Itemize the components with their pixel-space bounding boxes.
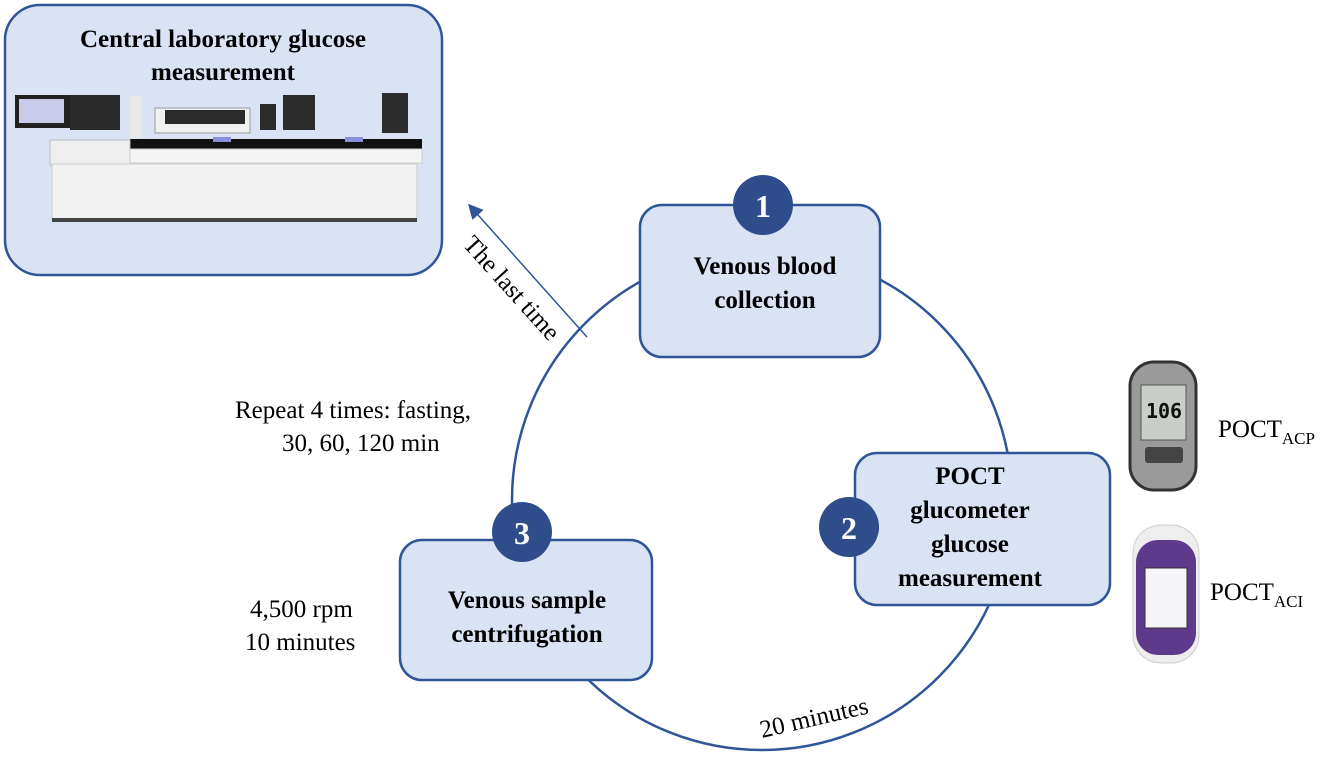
step-2-box: POCT glucometer glucose measurement [853, 451, 1112, 607]
step-3-line2: centrifugation [451, 621, 602, 648]
wait-label: 20 minutes [757, 693, 871, 744]
centrifuge-speed-label: 4,500 rpm [250, 596, 353, 623]
poct-acp-label: POCTACP [1218, 416, 1315, 448]
lab-analyzer-image [15, 93, 423, 222]
step-2-number: 2 [841, 510, 857, 546]
last-time-arrow [468, 203, 588, 338]
step-1-badge: 1 [733, 175, 793, 235]
central-lab-title-1: Central laboratory glucose [80, 26, 366, 53]
step-1-line2: collection [714, 287, 815, 314]
step-2-badge: 2 [819, 497, 879, 557]
step-2-line3: glucose [931, 531, 1009, 558]
step-2-line1: POCT [935, 463, 1005, 490]
step-1-number: 1 [755, 188, 771, 224]
last-time-label: The last time [458, 231, 565, 346]
glucometer-acp-image: 106 [1128, 360, 1198, 492]
step-3-number: 3 [514, 515, 530, 551]
central-lab-box: Central laboratory glucose measurement [3, 3, 444, 277]
poct-aci-label: POCTACI [1210, 579, 1304, 611]
repeat-label-1: Repeat 4 times: fasting, [235, 397, 471, 424]
centrifuge-time-label: 10 minutes [245, 629, 355, 656]
step-3-line1: Venous sample [448, 587, 606, 614]
glucometer-aci-image [1132, 524, 1200, 664]
central-lab-title-2: measurement [151, 59, 296, 86]
step-1-box: Venous blood collection [638, 203, 882, 359]
step-3-badge: 3 [492, 502, 552, 562]
step-2-line4: measurement [898, 565, 1043, 592]
step-2-line2: glucometer [910, 497, 1029, 524]
step-3-box: Venous sample centrifugation [398, 538, 654, 682]
step-1-line1: Venous blood [694, 253, 837, 280]
repeat-label-2: 30, 60, 120 min [282, 430, 440, 457]
acp-screen-reading: 106 [1146, 399, 1182, 423]
